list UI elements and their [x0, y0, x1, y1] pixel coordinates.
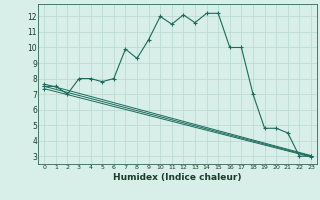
X-axis label: Humidex (Indice chaleur): Humidex (Indice chaleur) [113, 173, 242, 182]
